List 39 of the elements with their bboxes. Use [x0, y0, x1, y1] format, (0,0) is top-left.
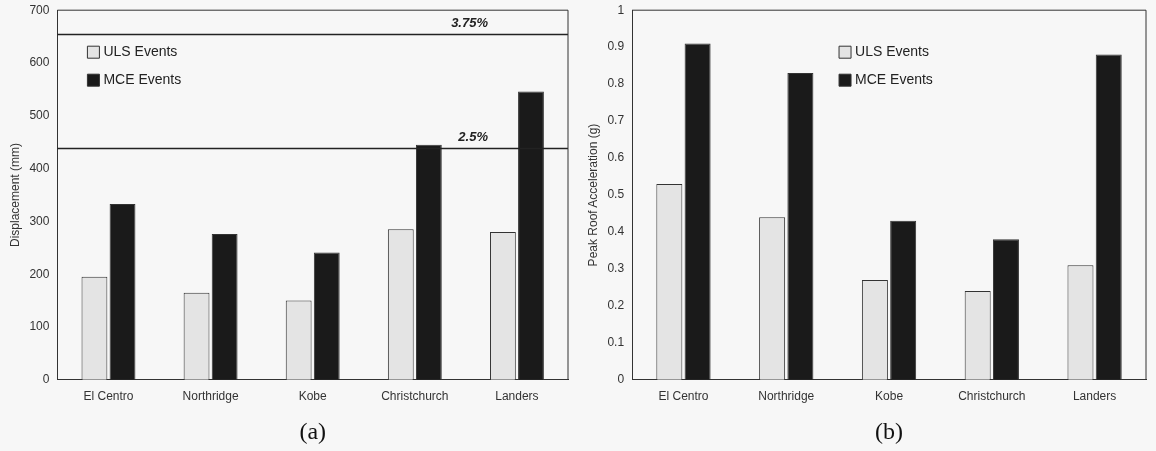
y-tick-label: 0.8: [607, 76, 625, 91]
x-tick-label: Northridge: [758, 389, 815, 404]
x-tick-label: Landers: [495, 389, 539, 404]
legend-label: MCE Events: [855, 71, 933, 88]
x-tick-label: Kobe: [875, 389, 904, 404]
y-tick-label: 100: [29, 319, 50, 334]
y-tick-label: 0.4: [607, 224, 625, 239]
y-tick-label: 0.7: [607, 113, 625, 128]
y-tick-label: 0.2: [607, 298, 625, 313]
y-tick-label: 0.6: [607, 150, 625, 165]
y-axis-title: Displacement (mm): [7, 142, 22, 248]
y-axis-title: Peak Roof Acceleration (g): [585, 123, 600, 267]
x-tick-label: Christchurch: [958, 389, 1026, 404]
x-tick-label: Northridge: [182, 389, 239, 404]
x-tick-label: Kobe: [298, 389, 328, 404]
legend-label: ULS Events: [855, 43, 929, 60]
y-tick-label: 0.9: [607, 39, 625, 54]
x-tick-label: Christchurch: [381, 389, 449, 404]
y-tick-label: 0.1: [607, 335, 625, 350]
y-tick-label: 500: [29, 108, 50, 123]
y-tick-label: 200: [29, 266, 50, 281]
x-tick-label: El Centro: [658, 389, 709, 404]
y-tick-label: 300: [29, 213, 50, 228]
y-tick-label: 0.5: [607, 187, 625, 202]
y-tick-label: 0: [42, 372, 50, 387]
x-axis-title: (b): [875, 417, 904, 444]
x-axis-title: (a): [299, 417, 327, 444]
legend-label: MCE Events: [103, 71, 182, 88]
annotation: 2.5%: [457, 128, 489, 144]
x-tick-label: Landers: [1072, 389, 1117, 404]
legend-label: ULS Events: [103, 43, 178, 60]
y-tick-label: 700: [29, 2, 50, 17]
y-tick-label: 0: [617, 372, 625, 387]
annotation: 3.75%: [451, 14, 489, 30]
x-tick-label: El Centro: [83, 389, 134, 404]
y-tick-label: 600: [29, 55, 50, 70]
y-tick-label: 1: [617, 2, 625, 17]
y-tick-label: 400: [29, 160, 50, 175]
y-tick-label: 0.3: [607, 261, 625, 276]
